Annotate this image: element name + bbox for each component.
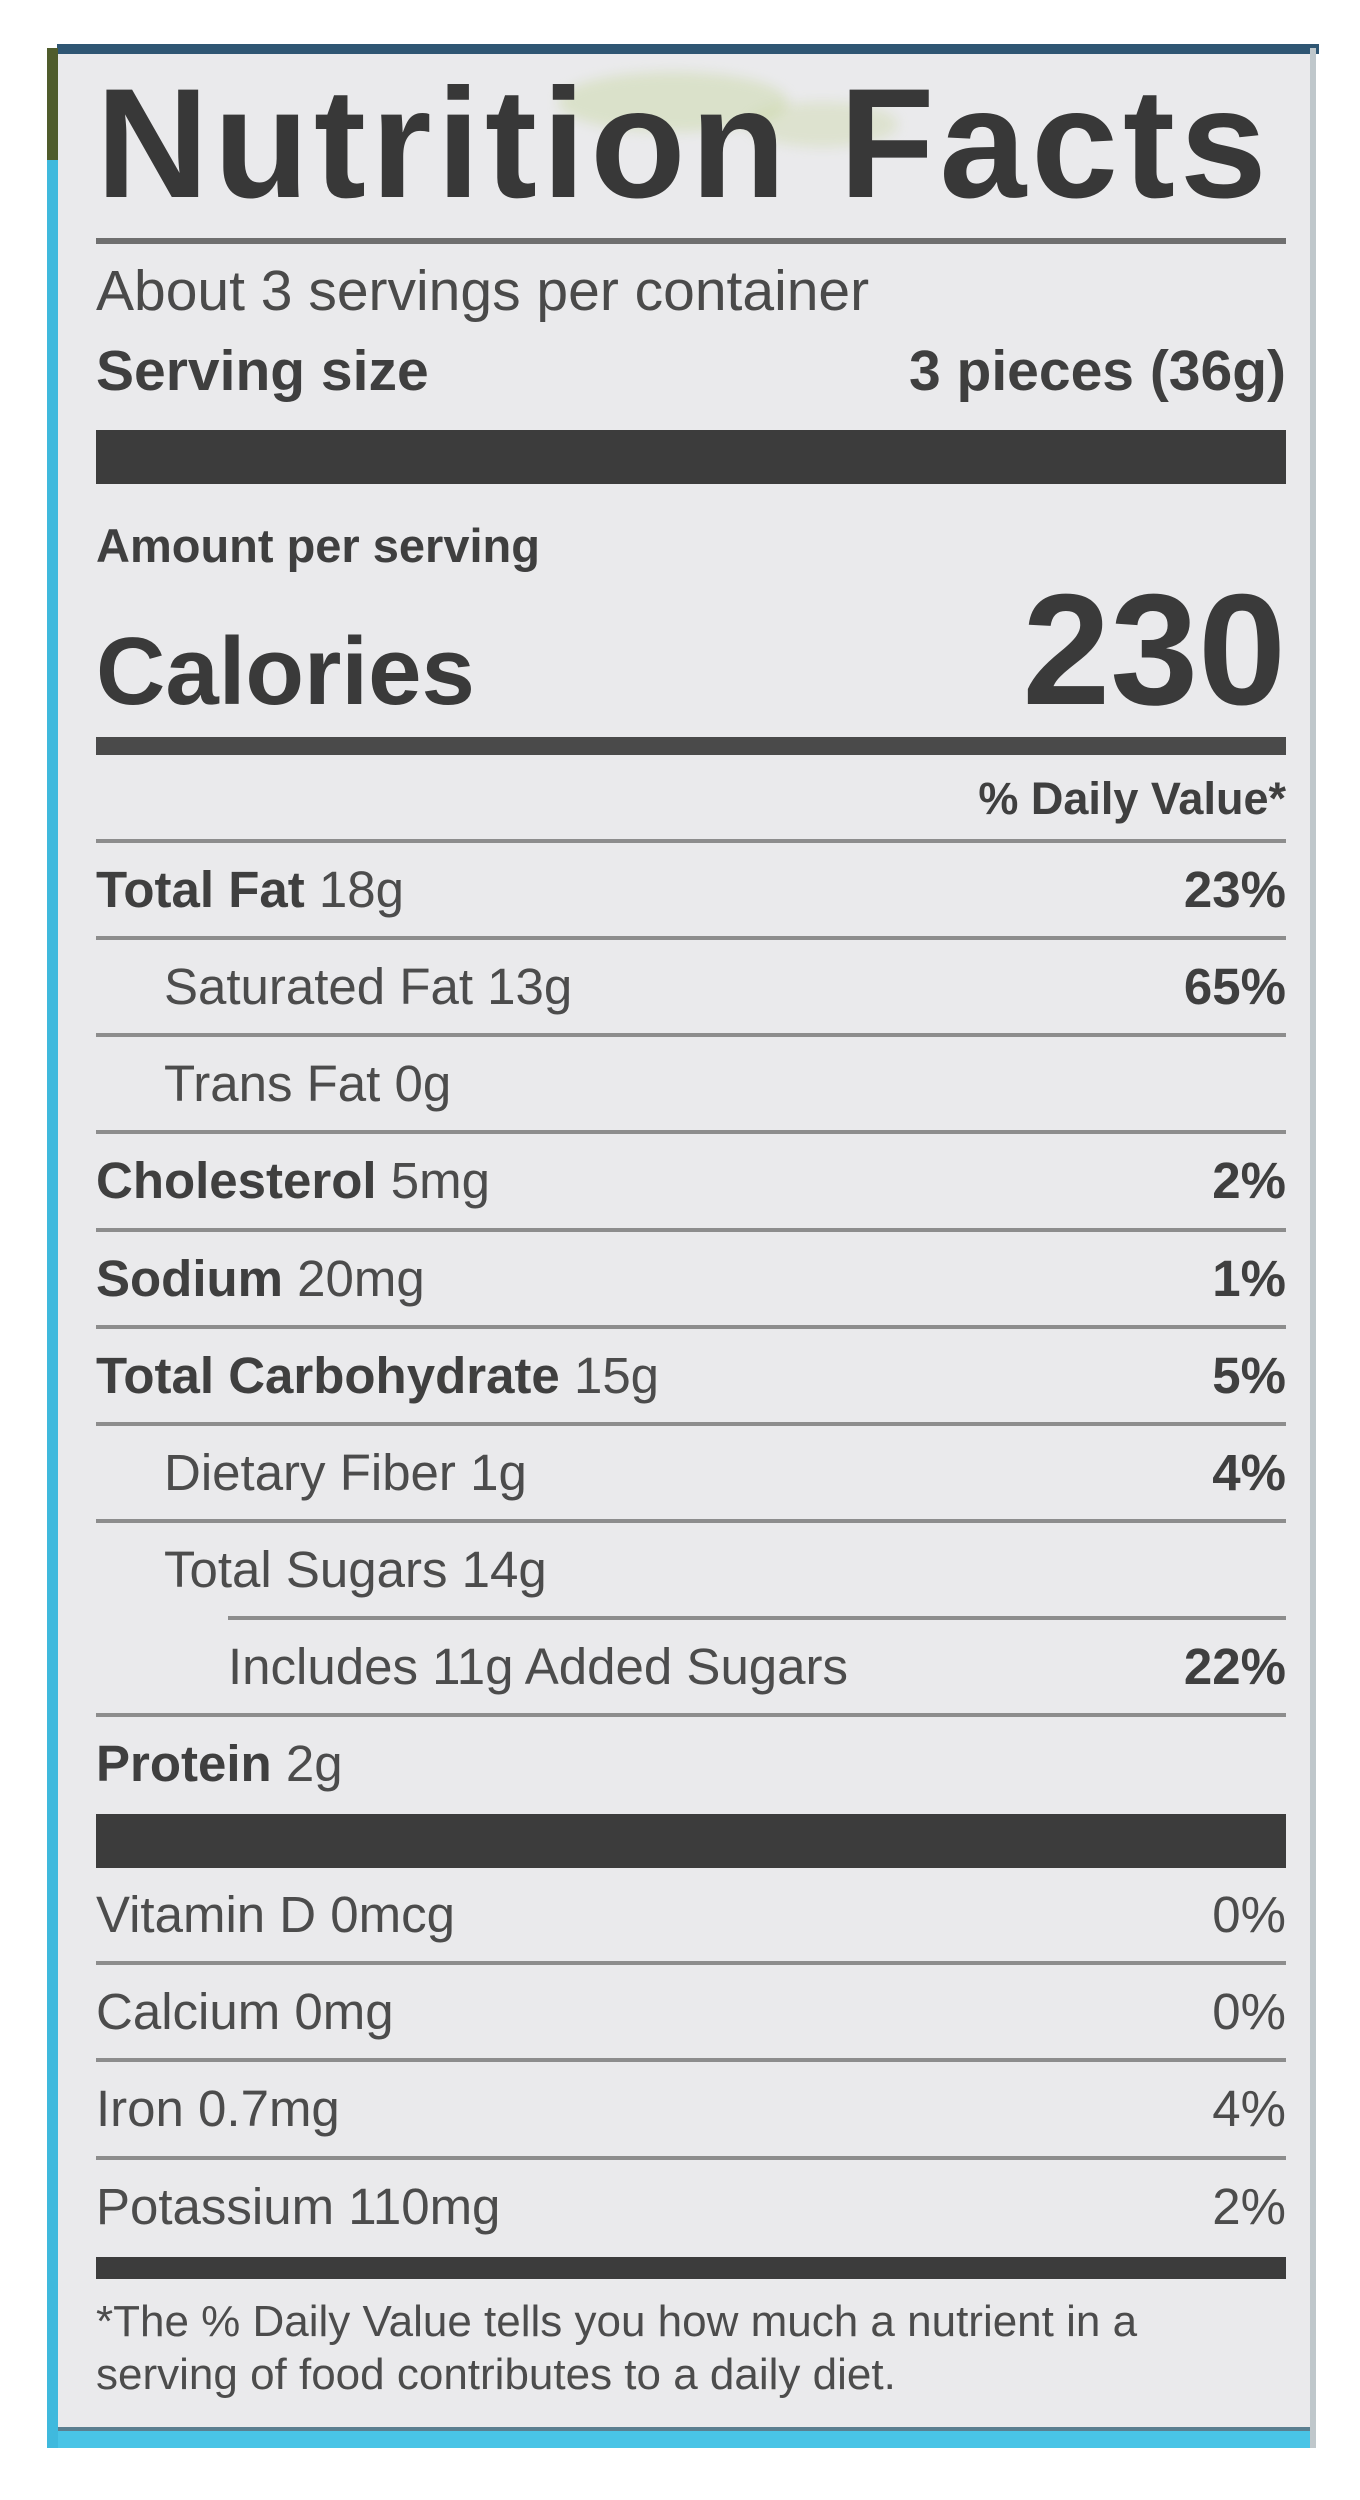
serving-size-row: Serving size 3 pieces (36g) — [96, 338, 1286, 404]
nutrient-name: Trans Fat 0g — [164, 1055, 452, 1113]
amount-per-serving: Amount per serving — [96, 519, 540, 572]
mineral-row-iron: Iron 0.7mg 4% — [96, 2062, 1286, 2155]
nutrient-row-protein: Protein 2g — [96, 1717, 1286, 1810]
nutrient-row-dietary-fiber: Dietary Fiber 1g 4% — [96, 1426, 1286, 1519]
daily-value: 2% — [1212, 1152, 1286, 1210]
nutrient-name: Protein 2g — [96, 1735, 343, 1793]
nutrient-row-total-fat: Total Fat 18g 23% — [96, 843, 1286, 936]
nutrient-row-sodium: Sodium 20mg 1% — [96, 1232, 1286, 1325]
daily-value-footnote: *The % Daily Value tells you how much a … — [96, 2296, 1138, 2400]
packaging-bottom-edge-line — [58, 2427, 1310, 2431]
divider — [96, 2058, 1286, 2063]
nutrient-row-total-sugars: Total Sugars 14g — [96, 1523, 1286, 1616]
divider — [96, 1227, 1286, 1232]
daily-value: 5% — [1212, 1346, 1286, 1404]
packaging-left-edge — [47, 160, 58, 2448]
calories-label: Calories — [96, 618, 475, 725]
nutrient-name: Saturated Fat 13g — [164, 958, 573, 1016]
thick-separator-bar — [96, 1814, 1286, 1869]
nutrient-name: Total Fat 18g — [96, 861, 404, 919]
nutrient-name: Calcium 0mg — [96, 1983, 394, 2041]
daily-value: 0% — [1212, 1983, 1286, 2041]
medium-separator-bar — [96, 2256, 1286, 2279]
daily-value: 23% — [1183, 861, 1286, 919]
mineral-row-calcium: Calcium 0mg 0% — [96, 1965, 1286, 2058]
divider — [96, 2155, 1286, 2160]
nutrient-name: Includes 11g Added Sugars — [228, 1637, 849, 1695]
daily-value: 22% — [1183, 1637, 1286, 1695]
calories-row: Calories 230 — [96, 562, 1286, 738]
divider — [96, 839, 1286, 844]
nutrient-name: Total Carbohydrate 15g — [96, 1346, 660, 1404]
nutrient-name: Sodium 20mg — [96, 1249, 425, 1307]
nutrient-name: Vitamin D 0mcg — [96, 1886, 456, 1944]
scan-artifact — [558, 72, 788, 132]
serving-size-value: 3 pieces (36g) — [908, 339, 1286, 403]
divider — [96, 1033, 1286, 1038]
nutrition-facts-label: Nutrition Facts About 3 servings per con… — [58, 54, 1310, 2448]
packaging-corner-mark — [47, 48, 58, 160]
daily-value: 4% — [1212, 1443, 1286, 1501]
daily-value: 65% — [1183, 958, 1286, 1016]
nutrient-row-saturated-fat: Saturated Fat 13g 65% — [96, 940, 1286, 1033]
divider — [96, 1130, 1286, 1135]
nutrient-row-cholesterol: Cholesterol 5mg 2% — [96, 1134, 1286, 1227]
servings-per-container: About 3 servings per container — [96, 259, 870, 323]
nutrient-name: Potassium 110mg — [96, 2177, 501, 2235]
packaging-bottom-edge — [58, 2431, 1310, 2448]
divider-under-calories — [96, 737, 1286, 756]
divider — [96, 1324, 1286, 1329]
divider — [96, 936, 1286, 941]
scan-artifact — [748, 102, 898, 147]
nutrient-row-total-carbohydrate: Total Carbohydrate 15g 5% — [96, 1329, 1286, 1422]
serving-size-label: Serving size — [96, 339, 429, 403]
label-content: Nutrition Facts About 3 servings per con… — [58, 66, 1310, 2402]
divider — [96, 238, 1286, 244]
calories-value: 230 — [1022, 562, 1286, 738]
mineral-row-potassium: Potassium 110mg 2% — [96, 2160, 1286, 2253]
nutrient-row-trans-fat: Trans Fat 0g — [96, 1037, 1286, 1130]
packaging-top-edge — [57, 44, 1319, 54]
daily-value: 4% — [1212, 2080, 1286, 2138]
nutrient-row-added-sugars: Includes 11g Added Sugars 22% — [96, 1620, 1286, 1713]
mineral-row-vitamin-d: Vitamin D 0mcg 0% — [96, 1868, 1286, 1961]
divider — [96, 1961, 1286, 1966]
nutrient-name: Cholesterol 5mg — [96, 1152, 490, 1210]
nutrient-name: Total Sugars 14g — [164, 1540, 547, 1598]
daily-value: 0% — [1212, 1886, 1286, 1944]
divider — [96, 1713, 1286, 1718]
nutrient-name: Dietary Fiber 1g — [164, 1443, 527, 1501]
packaging-right-edge — [1310, 48, 1316, 2448]
divider — [96, 1421, 1286, 1426]
nutrient-name: Iron 0.7mg — [96, 2080, 340, 2138]
daily-value: 2% — [1212, 2177, 1286, 2235]
divider — [96, 1518, 1286, 1523]
label-title: Nutrition Facts — [96, 57, 1272, 231]
daily-value-header: % Daily Value* — [978, 773, 1286, 825]
divider-indented — [228, 1615, 1286, 1620]
thick-separator-bar — [96, 430, 1286, 484]
daily-value: 1% — [1212, 1249, 1286, 1307]
